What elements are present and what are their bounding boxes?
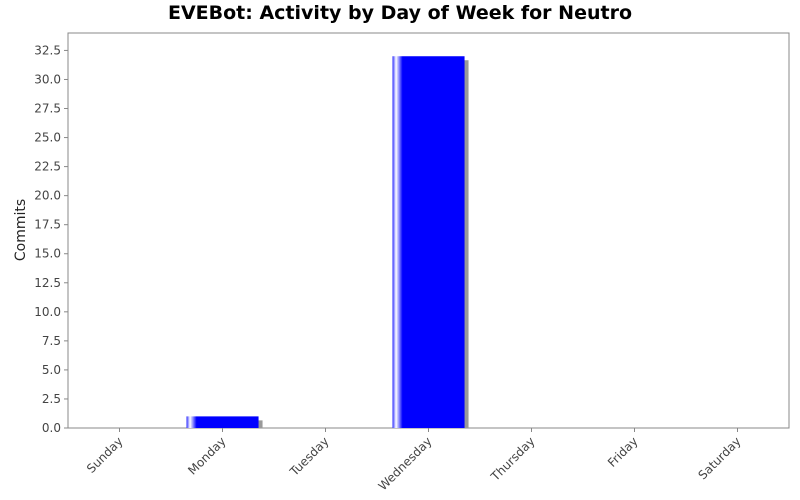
x-tick-label: Wednesday [376,434,435,493]
y-tick-label: 5.0 [42,363,61,377]
chart-title: EVEBot: Activity by Day of Week for Neut… [167,2,632,24]
y-tick-label: 27.5 [34,102,61,116]
y-tick-label: 2.5 [42,392,61,406]
x-tick-label: Tuesday [286,434,331,479]
x-axis: Sunday Monday Tuesday Wednesday Thursday Frid… [84,428,744,493]
y-tick-label: 30.0 [34,72,61,86]
y-axis-title: Commits [13,199,29,261]
y-tick-label: 32.5 [34,43,61,57]
x-tick-label: Saturday [695,434,743,482]
y-tick-label: 15.0 [34,247,61,261]
bar [186,416,259,428]
y-tick-label: 12.5 [34,276,61,290]
y-tick-label: 17.5 [34,218,61,232]
y-axis: 0.0 2.5 5.0 7.5 10.0 12.5 15.0 17.5 20.0 22.5 25.0… [34,43,68,435]
bar [392,56,465,429]
x-tick-label: Sunday [84,434,126,476]
y-tick-label: 22.5 [34,160,61,174]
x-tick-label: Friday [605,434,641,470]
bars-layer [186,56,469,429]
y-tick-label: 10.0 [34,305,61,319]
y-tick-label: 25.0 [34,131,61,145]
x-tick-label: Monday [185,434,228,477]
y-tick-label: 0.0 [42,421,61,435]
x-tick-label: Thursday [488,434,538,484]
y-tick-label: 7.5 [42,334,61,348]
y-tick-label: 20.0 [34,189,61,203]
